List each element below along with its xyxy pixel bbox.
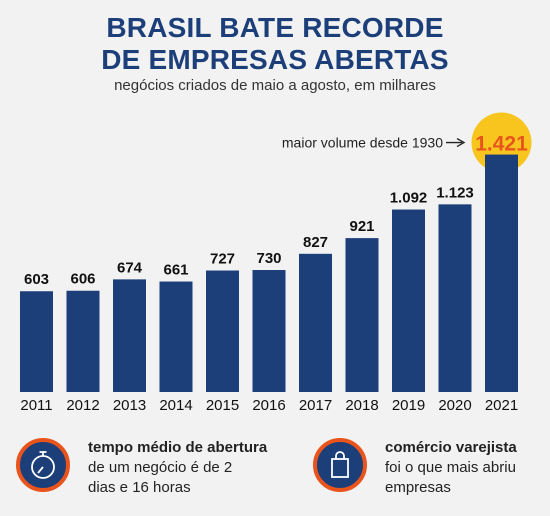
bar-2014 (159, 281, 193, 392)
value-label-2016: 730 (256, 250, 281, 267)
year-label-2019: 2019 (392, 397, 425, 414)
value-label-2021: 1.421 (475, 133, 528, 156)
stopwatch-icon (31, 451, 55, 479)
stopwatch-badge (16, 438, 70, 492)
info-block-opening-time: tempo médio de abertura de um negócio é … (16, 430, 286, 510)
retail-line3: empresas (385, 479, 451, 496)
year-label-2012: 2012 (66, 397, 99, 414)
year-label-2021: 2021 (485, 397, 518, 414)
retail-heading: comércio varejista (385, 439, 517, 456)
value-label-2012: 606 (70, 271, 95, 288)
opening-time-line3: dias e 16 horas (88, 479, 191, 496)
value-label-2018: 921 (349, 218, 374, 235)
opening-time-line2: de um negócio é de 2 (88, 459, 233, 476)
bar-chart: 603 2011 606 2012 674 2013 661 2014 727 2015 730 20… (20, 112, 532, 414)
bar-2016 (252, 270, 286, 392)
year-label-2016: 2016 (252, 397, 285, 414)
year-label-2015: 2015 (206, 397, 239, 414)
annotation-text: maior volume desde 1930 (282, 135, 443, 151)
year-label-2014: 2014 (159, 397, 192, 414)
value-label-2013: 674 (117, 259, 143, 276)
retail-text: comércio varejista foi o que mais abriu … (385, 438, 517, 498)
bar-2019 (392, 209, 425, 392)
year-label-2018: 2018 (345, 397, 378, 414)
bar-2018 (345, 238, 379, 392)
chart-title-line2: DE EMPRESAS ABERTAS (101, 44, 449, 75)
year-label-2011: 2011 (20, 397, 52, 414)
shopping-bag-icon (331, 451, 349, 478)
retail-line2: foi o que mais abriu (385, 459, 516, 476)
year-label-2020: 2020 (438, 397, 471, 414)
bar-2017 (299, 253, 332, 392)
opening-time-heading: tempo médio de abertura (88, 439, 268, 456)
value-label-2017: 827 (303, 234, 328, 251)
shopping-bag-badge (313, 438, 367, 492)
value-label-2015: 727 (210, 251, 235, 268)
year-label-2017: 2017 (299, 397, 332, 414)
annotation-arrow-head (456, 137, 466, 148)
value-label-2019: 1.092 (390, 190, 428, 207)
bar-2013 (113, 279, 146, 392)
bar-2012 (66, 290, 100, 392)
chart-subtitle: negócios criados de maio a agosto, em mi… (114, 77, 436, 94)
bar-2011 (20, 291, 53, 392)
opening-time-text: tempo médio de abertura de um negócio é … (88, 438, 267, 498)
value-label-2014: 661 (163, 262, 188, 279)
bar-2015 (206, 270, 239, 392)
info-block-retail: comércio varejista foi o que mais abriu … (313, 430, 543, 510)
bar-2021 (485, 154, 518, 392)
bar-2020 (438, 204, 472, 392)
value-label-2011: 603 (24, 271, 49, 288)
value-label-2020: 1.123 (436, 184, 474, 201)
chart-title-line1: BRASIL BATE RECORDE (106, 12, 444, 43)
year-label-2013: 2013 (113, 397, 146, 414)
